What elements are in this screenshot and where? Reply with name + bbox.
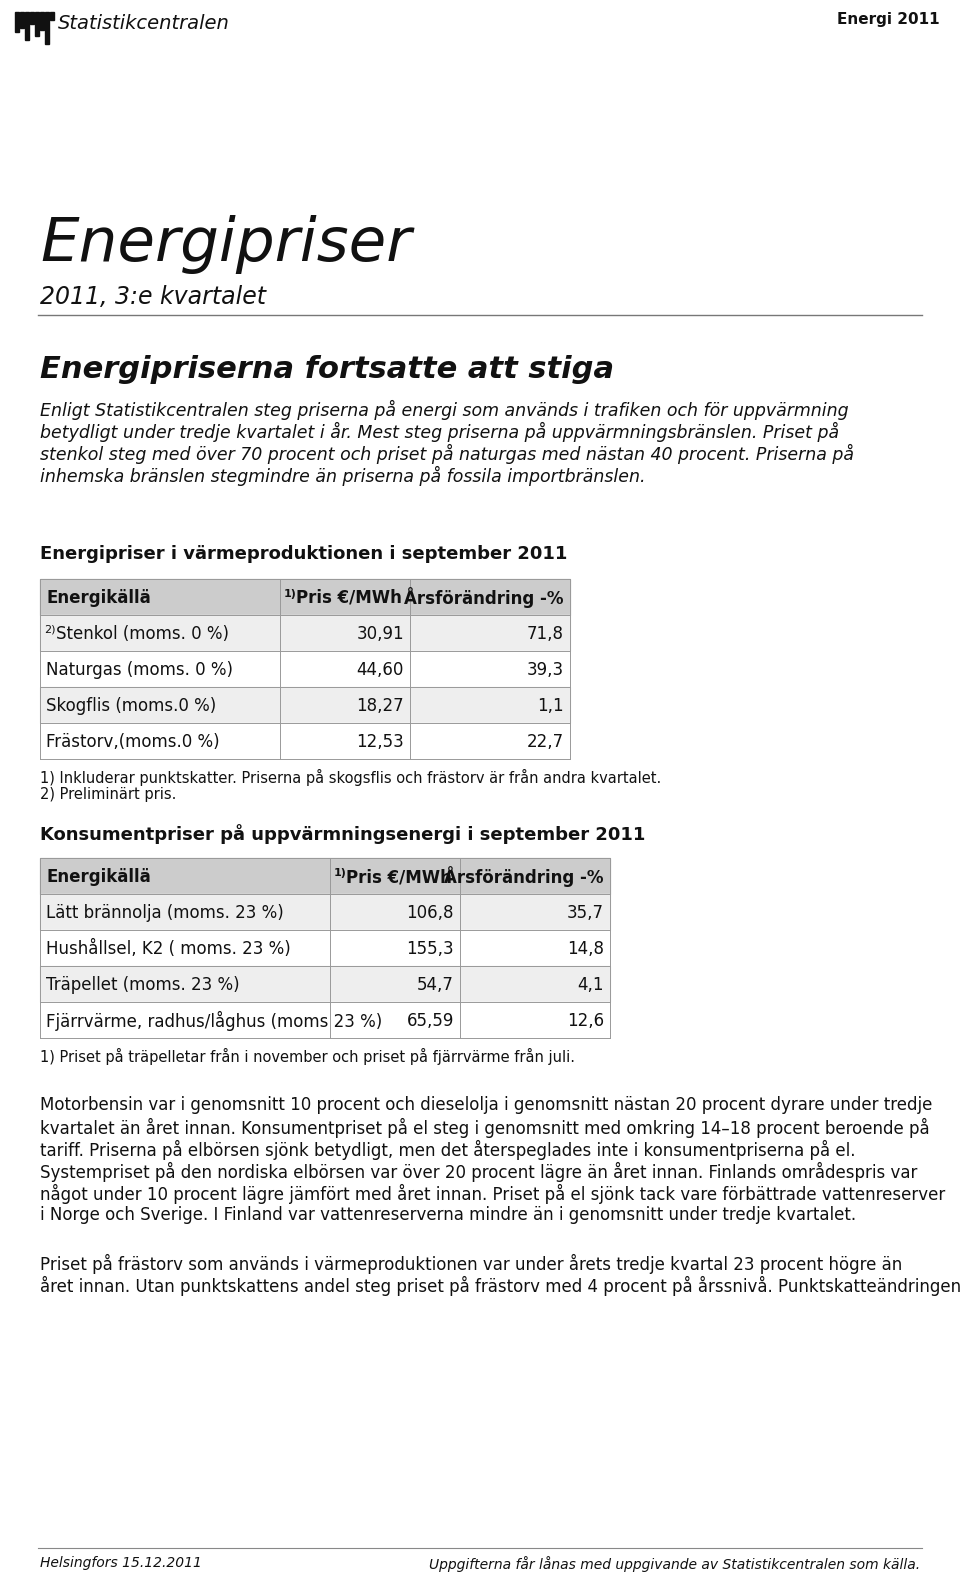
- Text: Skogflis (moms.0 %): Skogflis (moms.0 %): [46, 697, 216, 715]
- Text: 39,3: 39,3: [527, 661, 564, 678]
- Text: 4,1: 4,1: [578, 976, 604, 994]
- Text: inhemska bränslen stegmindre än priserna på fossila importbränslen.: inhemska bränslen stegmindre än priserna…: [40, 466, 645, 487]
- Bar: [40, 615, 570, 651]
- Bar: [15, 13, 19, 32]
- Text: 30,91: 30,91: [356, 624, 404, 644]
- Bar: [25, 13, 29, 40]
- Text: 2) Preliminärt pris.: 2) Preliminärt pris.: [40, 788, 177, 802]
- Text: 35,7: 35,7: [567, 903, 604, 922]
- Text: Energipriserna fortsatte att stiga: Energipriserna fortsatte att stiga: [40, 355, 614, 384]
- Bar: [40, 579, 570, 615]
- Text: Systempriset på den nordiska elbörsen var över 20 procent lägre än året innan. F: Systempriset på den nordiska elbörsen va…: [40, 1162, 918, 1182]
- Text: 12,6: 12,6: [566, 1011, 604, 1030]
- Bar: [40, 894, 610, 930]
- Text: 2011, 3:e kvartalet: 2011, 3:e kvartalet: [40, 285, 266, 309]
- Text: Lätt brännolja (moms. 23 %): Lätt brännolja (moms. 23 %): [46, 903, 284, 922]
- Text: 1) Inkluderar punktskatter. Priserna på skogsflis och frästorv är från andra kva: 1) Inkluderar punktskatter. Priserna på …: [40, 769, 661, 786]
- Text: Priset på frästorv som används i värmeproduktionen var under årets tredje kvarta: Priset på frästorv som används i värmepr…: [40, 1254, 902, 1274]
- Text: 65,59: 65,59: [407, 1011, 454, 1030]
- Text: stenkol steg med över 70 procent och priset på naturgas med nästan 40 procent. P: stenkol steg med över 70 procent och pri…: [40, 444, 854, 464]
- Bar: [40, 930, 610, 965]
- Text: Fjärrvärme, radhus/låghus (moms 23 %): Fjärrvärme, radhus/låghus (moms 23 %): [46, 1011, 382, 1030]
- Text: Energikällä: Energikällä: [46, 869, 151, 886]
- Text: 1,1: 1,1: [538, 697, 564, 715]
- Text: 1): 1): [334, 869, 347, 878]
- Text: Hushållsel, K2 ( moms. 23 %): Hushållsel, K2 ( moms. 23 %): [46, 940, 291, 957]
- Bar: [40, 13, 44, 30]
- Text: Naturgas (moms. 0 %): Naturgas (moms. 0 %): [46, 661, 233, 678]
- Text: Pris €/MWh: Pris €/MWh: [346, 869, 452, 886]
- Text: något under 10 procent lägre jämfört med året innan. Priset på el sjönk tack var: något under 10 procent lägre jämfört med…: [40, 1184, 946, 1205]
- Text: 44,60: 44,60: [356, 661, 404, 678]
- Text: Pris €/MWh: Pris €/MWh: [296, 590, 402, 607]
- Text: året innan. Utan punktskattens andel steg priset på frästorv med 4 procent på år: året innan. Utan punktskattens andel ste…: [40, 1276, 960, 1297]
- Bar: [35, 13, 39, 36]
- Text: Statistikcentralen: Statistikcentralen: [58, 14, 229, 33]
- Text: 18,27: 18,27: [356, 697, 404, 715]
- Text: 12,53: 12,53: [356, 732, 404, 751]
- Text: 14,8: 14,8: [567, 940, 604, 957]
- Bar: [40, 965, 610, 1002]
- Text: 54,7: 54,7: [418, 976, 454, 994]
- Text: Energipriser i värmeproduktionen i september 2011: Energipriser i värmeproduktionen i septe…: [40, 545, 567, 563]
- Text: Enligt Statistikcentralen steg priserna på energi som används i trafiken och för: Enligt Statistikcentralen steg priserna …: [40, 399, 849, 420]
- Bar: [40, 857, 610, 894]
- Text: betydligt under tredje kvartalet i år. Mest steg priserna på uppvärmningsbränsle: betydligt under tredje kvartalet i år. M…: [40, 422, 839, 442]
- Bar: [30, 13, 34, 24]
- Bar: [20, 13, 24, 29]
- Text: 22,7: 22,7: [527, 732, 564, 751]
- Text: 2): 2): [44, 624, 56, 636]
- Text: tariff. Priserna på elbörsen sjönk betydligt, men det återspeglades inte i konsu: tariff. Priserna på elbörsen sjönk betyd…: [40, 1140, 855, 1160]
- Text: Årsförändring -%: Årsförändring -%: [404, 588, 564, 609]
- Text: Träpellet (moms. 23 %): Träpellet (moms. 23 %): [46, 976, 240, 994]
- Bar: [40, 651, 570, 686]
- Text: 106,8: 106,8: [406, 903, 454, 922]
- Text: Energi 2011: Energi 2011: [837, 13, 940, 27]
- Bar: [50, 13, 54, 21]
- Text: Frästorv,(moms.0 %): Frästorv,(moms.0 %): [46, 732, 220, 751]
- Text: 155,3: 155,3: [406, 940, 454, 957]
- Text: Motorbensin var i genomsnitt 10 procent och dieselolja i genomsnitt nästan 20 pr: Motorbensin var i genomsnitt 10 procent …: [40, 1095, 932, 1114]
- Bar: [40, 723, 570, 759]
- Text: Uppgifterna får lånas med uppgivande av Statistikcentralen som källa.: Uppgifterna får lånas med uppgivande av …: [429, 1556, 920, 1572]
- Text: 71,8: 71,8: [527, 624, 564, 644]
- Text: Årsförändring -%: Årsförändring -%: [444, 867, 604, 888]
- Text: Stenkol (moms. 0 %): Stenkol (moms. 0 %): [56, 624, 229, 644]
- Bar: [45, 13, 49, 44]
- Text: Konsumentpriser på uppvärmningsenergi i september 2011: Konsumentpriser på uppvärmningsenergi i …: [40, 824, 645, 843]
- Text: kvartalet än året innan. Konsumentpriset på el steg i genomsnitt med omkring 14–: kvartalet än året innan. Konsumentpriset…: [40, 1117, 929, 1138]
- Text: i Norge och Sverige. I Finland var vattenreserverna mindre än i genomsnitt under: i Norge och Sverige. I Finland var vatte…: [40, 1206, 856, 1224]
- Text: 1) Priset på träpelletar från i november och priset på fjärrvärme från juli.: 1) Priset på träpelletar från i november…: [40, 1048, 575, 1065]
- Text: 1): 1): [284, 590, 297, 599]
- Text: Energikällä: Energikällä: [46, 590, 151, 607]
- Text: Energipriser: Energipriser: [40, 216, 412, 274]
- Bar: [40, 1002, 610, 1038]
- Text: Helsingfors 15.12.2011: Helsingfors 15.12.2011: [40, 1556, 202, 1571]
- Bar: [40, 686, 570, 723]
